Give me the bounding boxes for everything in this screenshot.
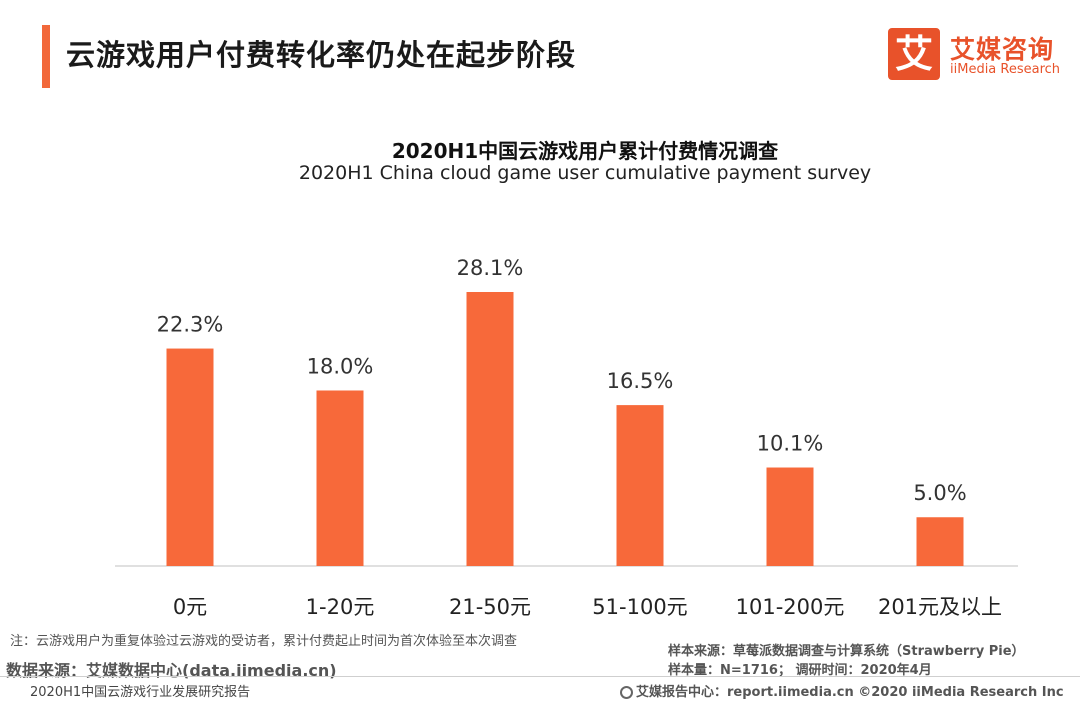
iimedia-logo: 艾 艾媒咨询 iiMedia Research [888,28,1068,84]
data-label-4: 10.1% [757,432,824,456]
sample-source: 样本来源：草莓派数据调查与计算系统（Strawberry Pie） [668,644,1025,659]
category-label-0: 0元 [173,595,207,619]
report-center-link[interactable]: 艾媒报告中心：report.iimedia.cn ©2020 iiMedia R… [620,681,1064,700]
data-label-2: 28.1% [457,256,524,280]
data-label-5: 5.0% [913,481,966,505]
chart-title: 2020H1中国云游戏用户累计付费情况调查 [391,139,779,163]
bar-5 [916,517,964,566]
title-accent-bar [42,25,50,88]
report-center-text: 艾媒报告中心：report.iimedia.cn ©2020 iiMedia R… [636,685,1064,700]
report-name: 2020H1中国云游戏行业发展研究报告 [30,685,251,700]
logo-name-en: iiMedia Research [950,62,1061,77]
page-title: 云游戏用户付费转化率仍处在起步阶段 [66,38,577,72]
category-label-3: 51-100元 [592,595,687,619]
footer-divider [0,676,1080,677]
logo-mark: 艾 [888,28,940,80]
data-label-0: 22.3% [157,313,224,337]
data-label-3: 16.5% [607,369,674,393]
bar-1 [316,390,364,566]
category-label-2: 21-50元 [449,595,531,619]
bar-4 [766,467,814,566]
footnote: 注：云游戏用户为重复体验过云游戏的受访者，累计付费起止时间为首次体验至本次调查 [10,634,518,649]
logo-name-cn: 艾媒咨询 [950,35,1055,64]
bar-2 [466,292,514,566]
globe-icon [620,686,633,699]
chart-subtitle: 2020H1 China cloud game user cumulative … [298,162,872,184]
data-source: 数据来源：艾媒数据中心(data.iimedia.cn) [6,661,337,680]
category-label-4: 101-200元 [736,595,845,619]
category-label-1: 1-20元 [306,595,375,619]
bar-0 [166,348,214,566]
sample-size: 样本量：N=1716； 调研时间：2020年4月 [668,663,932,678]
category-label-5: 201元及以上 [878,595,1002,619]
data-label-1: 18.0% [307,354,374,378]
bar-3 [616,405,664,566]
